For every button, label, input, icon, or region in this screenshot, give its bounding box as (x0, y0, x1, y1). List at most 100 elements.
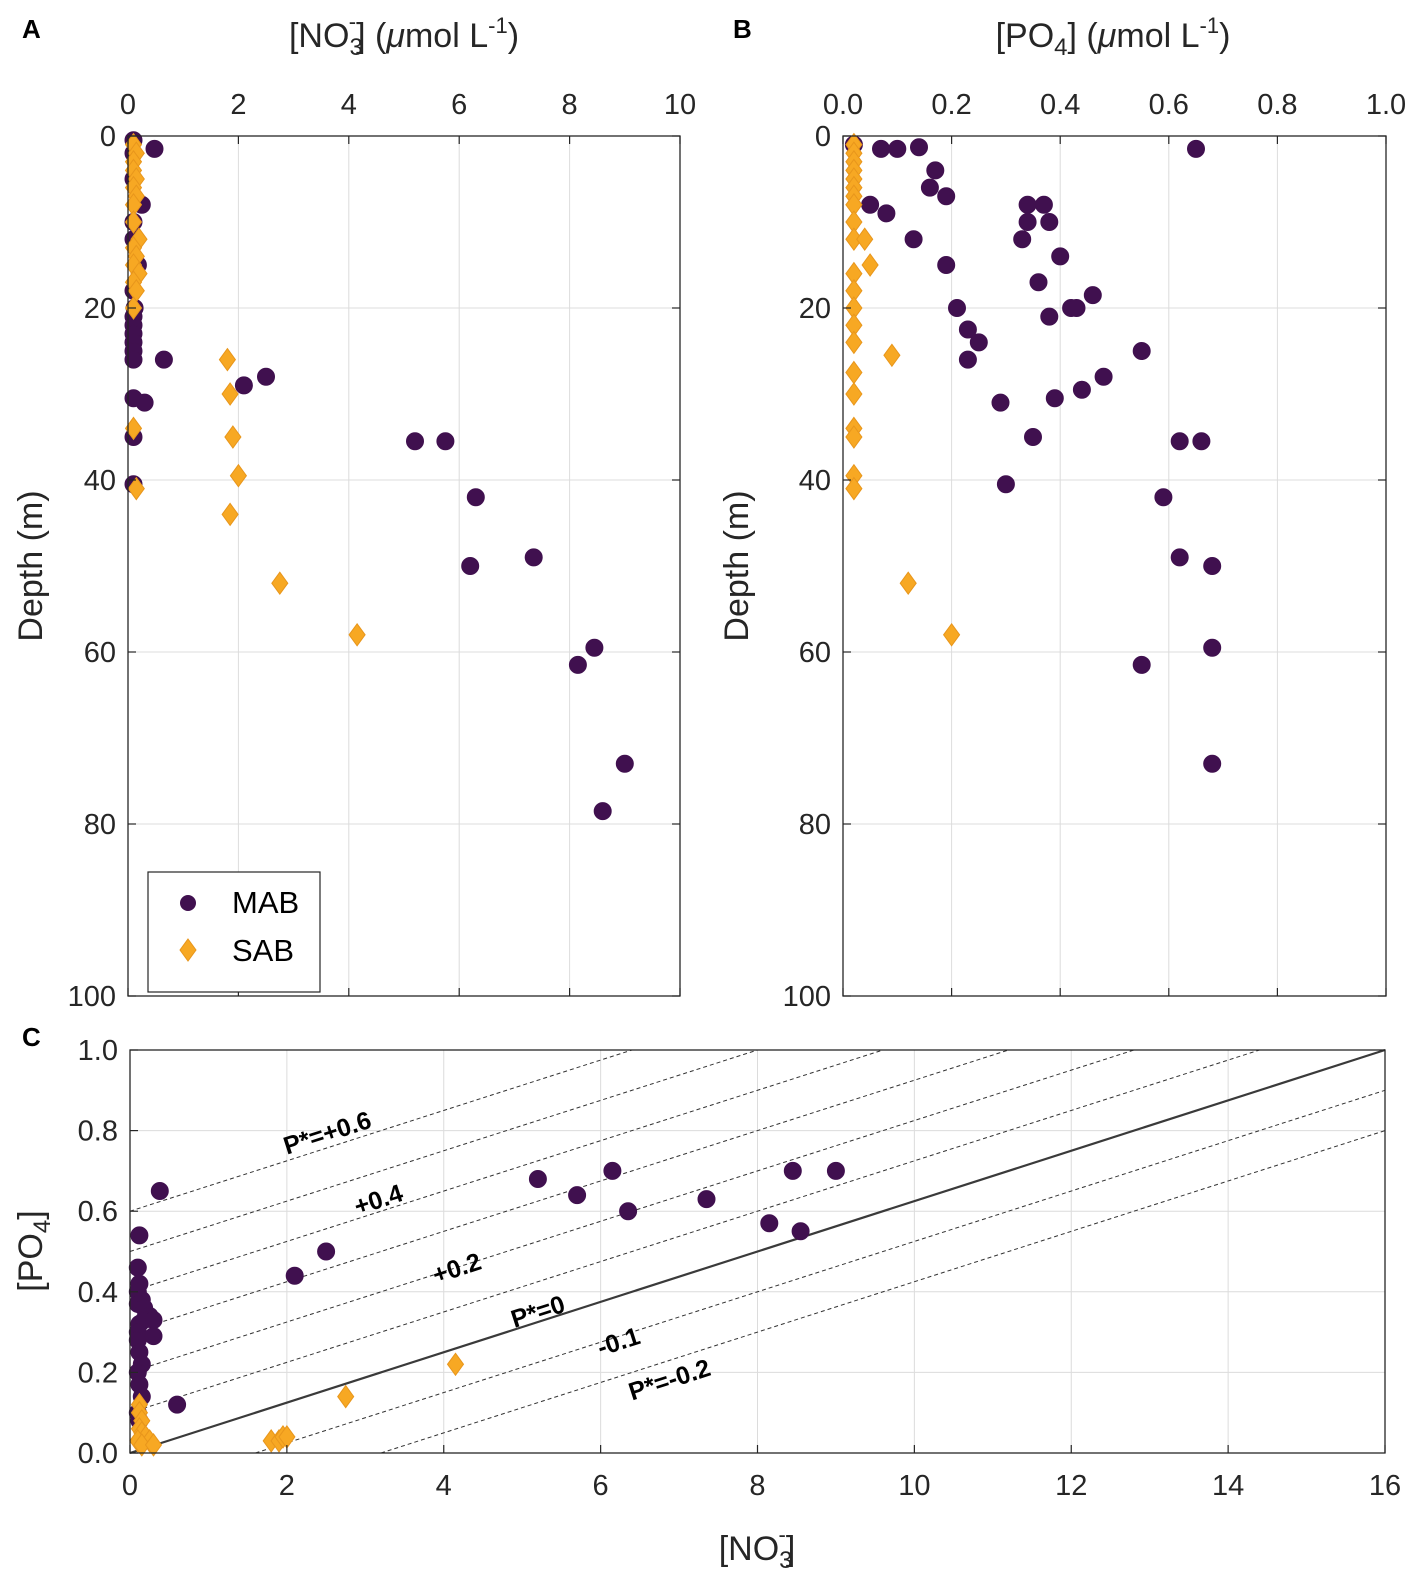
mab-point (124, 350, 143, 369)
mab-point (1192, 432, 1211, 451)
mab-point (128, 1258, 147, 1277)
sab-point (127, 476, 145, 501)
y-tick-label: 0.4 (78, 1277, 118, 1309)
pstar-annotation: P*=+0.6 (280, 1106, 375, 1160)
legend-marker-mab (180, 895, 196, 911)
panel-c-x-axis-label: [NO3-] (719, 1522, 796, 1574)
mab-point (234, 376, 253, 395)
mab-point (996, 475, 1015, 494)
pstar-annotation: -0.1 (594, 1322, 644, 1362)
mab-point (1187, 139, 1205, 158)
mab-point (1029, 273, 1048, 292)
panel-b-x-axis-label: [PO4] (μmol L-1) (996, 13, 1231, 61)
panel-c-markers (128, 1161, 845, 1457)
mab-point (888, 139, 907, 158)
sab-point (845, 330, 863, 355)
mab-point (593, 802, 612, 821)
x-tick-label: 2 (279, 1470, 295, 1502)
panel-a-frame (127, 135, 681, 997)
mab-point (130, 1226, 149, 1245)
mab-point (603, 1161, 622, 1180)
pstar-annotation: +0.4 (351, 1179, 407, 1221)
panel-b-y-axis-label: Depth (m) (718, 490, 756, 641)
mab-point (697, 1190, 716, 1209)
mab-point (1094, 367, 1113, 386)
y-tick-label: 40 (84, 465, 116, 497)
legend: MAB SAB (147, 871, 321, 993)
panel-a-markers (124, 131, 634, 821)
mab-point (791, 1222, 810, 1241)
mab-point (1045, 389, 1064, 408)
sab-point (845, 382, 863, 406)
sab-point (446, 1352, 465, 1377)
sab-point (861, 253, 879, 277)
mab-point (958, 350, 977, 369)
mab-point (1018, 195, 1037, 214)
mab-point (826, 1161, 845, 1180)
x-tick-label: 8 (749, 1470, 765, 1502)
y-tick-label: 0.2 (78, 1357, 118, 1389)
mab-point (1154, 488, 1173, 507)
mab-point (257, 367, 275, 386)
mab-point (144, 1311, 163, 1329)
panel-a-grid (128, 136, 680, 996)
mab-point (877, 204, 896, 223)
y-tick-label: 1.0 (78, 1035, 118, 1067)
mab-point (926, 161, 945, 180)
panel-b-ticks: 0.0 0.2 0.4 0.6 0.8 1.0 0 20 40 60 80 100 (783, 89, 1407, 1013)
y-tick-label: 40 (799, 465, 831, 497)
sab-point (133, 1433, 151, 1457)
sab-point (224, 425, 242, 449)
x-tick-label: 6 (593, 1470, 609, 1502)
mab-point (406, 432, 424, 451)
mab-point (568, 655, 587, 674)
x-tick-label: 0.0 (823, 89, 863, 121)
sab-point (271, 571, 289, 596)
legend-box (147, 871, 321, 993)
x-tick-label: 1.0 (1366, 89, 1406, 121)
sab-point (221, 502, 239, 527)
mab-point (872, 139, 890, 158)
panel-label-c: C (22, 1022, 41, 1052)
pstar-annotation: +0.2 (429, 1248, 485, 1290)
panel-a-y-axis-label: Depth (m) (12, 490, 50, 641)
panel-b-grid (843, 136, 1386, 996)
mab-point (1083, 286, 1102, 305)
mab-point (1072, 380, 1091, 399)
x-tick-label: 4 (341, 89, 357, 121)
panel-b: 0.0 0.2 0.4 0.6 0.8 1.0 0 20 40 60 80 100 B [PO4] (… (718, 13, 1406, 1013)
mab-point (1170, 548, 1189, 567)
panel-c-pstar-lines (129, 1048, 1386, 1455)
x-tick-label: 0 (120, 89, 136, 121)
x-tick-label: 0.8 (1257, 89, 1297, 121)
sab-point (144, 1433, 163, 1457)
mab-point (1170, 432, 1189, 451)
legend-label-mab: MAB (232, 885, 299, 920)
mab-point (285, 1266, 304, 1285)
pstar-contour-line (129, 1049, 633, 1212)
y-tick-label: 0 (100, 121, 116, 153)
y-tick-label: 0 (815, 121, 831, 153)
mab-point (1203, 638, 1222, 657)
mab-point (920, 178, 939, 197)
mab-point (1051, 247, 1070, 266)
mab-point (585, 638, 604, 657)
pstar-contour-line (129, 1049, 884, 1293)
legend-label-sab: SAB (232, 933, 294, 968)
mab-point (1067, 299, 1086, 317)
mab-point (783, 1161, 802, 1180)
mab-point (1040, 213, 1059, 231)
sab-point (218, 347, 237, 372)
sab-point (883, 343, 901, 368)
panel-c-annotations: P*=+0.6 +0.4 +0.2 P*=0 -0.1P*=-0.2 (280, 1106, 714, 1406)
mab-point (145, 139, 164, 158)
mab-point (436, 432, 455, 451)
y-tick-label: 0.6 (78, 1196, 118, 1228)
sab-point (942, 622, 961, 647)
x-tick-label: 8 (562, 89, 578, 121)
sab-point (845, 476, 863, 501)
redfield-line (129, 1048, 1386, 1455)
x-tick-label: 2 (230, 89, 246, 121)
